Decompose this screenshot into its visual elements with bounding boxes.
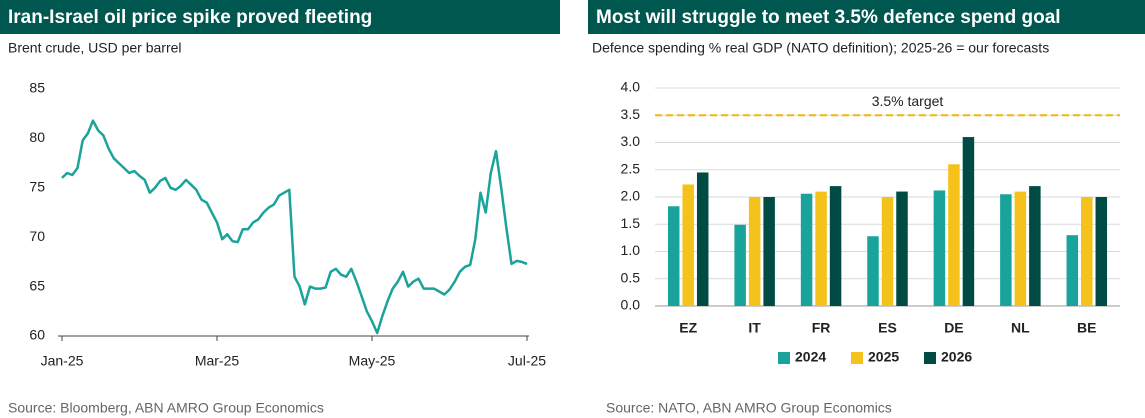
bar (1014, 191, 1027, 306)
bar (1095, 197, 1108, 306)
x-tick-label: Jan-25 (41, 353, 84, 369)
y-tick-label: 1.0 (621, 242, 641, 258)
bar (800, 193, 813, 306)
bar (763, 197, 775, 306)
x-tick-label: Mar-25 (195, 353, 240, 369)
bar (696, 172, 709, 306)
legend-label: 2024 (795, 349, 826, 365)
legend-label: 2025 (868, 349, 899, 365)
x-tick-label: EZ (679, 320, 697, 336)
bar (1000, 194, 1012, 306)
bar (667, 206, 680, 306)
bar (682, 184, 694, 306)
bar (881, 197, 894, 306)
y-tick-label: 2.5 (621, 160, 641, 176)
bar (829, 186, 842, 306)
subtitle: Defence spending % real GDP (NATO defini… (592, 40, 1049, 56)
bar (933, 190, 946, 306)
x-tick-label: DE (944, 320, 963, 336)
x-tick-label: IT (748, 320, 761, 336)
subtitle: Brent crude, USD per barrel (8, 40, 182, 56)
y-tick-label: 3.0 (621, 133, 641, 149)
chart-title: Iran-Israel oil price spike proved fleet… (8, 7, 372, 28)
y-tick-label: 0.0 (621, 297, 641, 313)
y-tick-label: 60 (29, 327, 45, 343)
legend-swatch (851, 352, 863, 364)
source: Source: Bloomberg, ABN AMRO Group Econom… (8, 400, 324, 416)
x-tick-label: Jul-25 (508, 353, 546, 369)
x-tick-label: NL (1011, 320, 1030, 336)
bar (867, 236, 879, 306)
y-tick-label: 75 (29, 179, 45, 195)
y-tick-label: 4.0 (621, 79, 641, 95)
header-band (0, 0, 560, 34)
bar (962, 137, 975, 306)
bar (896, 191, 908, 306)
target-label: 3.5% target (872, 93, 944, 109)
legend-label: 2026 (941, 349, 972, 365)
legend-swatch (778, 352, 790, 364)
y-tick-label: 85 (29, 80, 45, 96)
bar (734, 224, 746, 306)
price-line (61, 119, 528, 335)
bar (815, 191, 827, 306)
y-tick-label: 65 (29, 277, 45, 293)
header-band (588, 0, 1145, 34)
y-tick-label: 80 (29, 129, 45, 145)
y-tick-label: 3.5 (621, 106, 641, 122)
y-tick-label: 1.5 (621, 215, 641, 231)
legend-swatch (924, 352, 936, 364)
chart-title: Most will struggle to meet 3.5% defence … (596, 7, 1061, 28)
y-tick-label: 0.5 (621, 269, 641, 285)
y-tick-label: 70 (29, 228, 45, 244)
bar (1029, 186, 1041, 306)
bar (1066, 235, 1079, 306)
source: Source: NATO, ABN AMRO Group Economics (606, 400, 892, 416)
bar (748, 197, 761, 306)
x-tick-label: ES (878, 320, 897, 336)
y-tick-label: 2.0 (621, 188, 641, 204)
x-tick-label: BE (1077, 320, 1096, 336)
bar (948, 164, 960, 306)
bar (1081, 197, 1093, 306)
x-tick-label: May-25 (349, 353, 396, 369)
x-tick-label: FR (812, 320, 831, 336)
